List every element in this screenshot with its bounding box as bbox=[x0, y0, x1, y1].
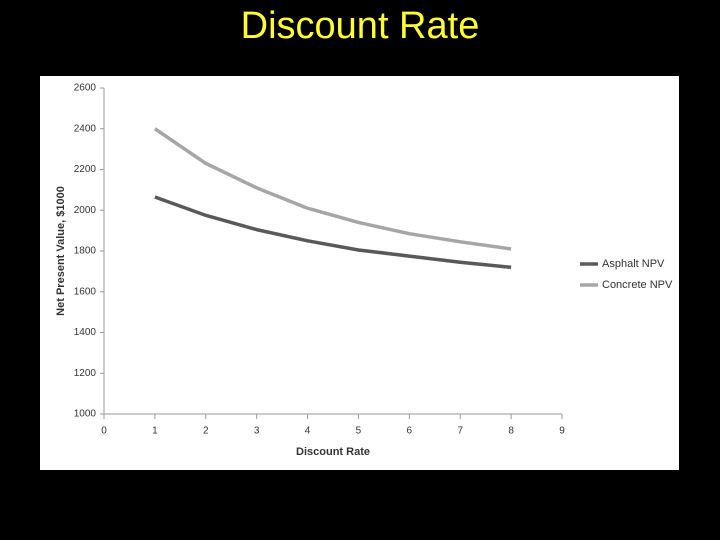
x-tick-label: 5 bbox=[356, 426, 362, 437]
x-tick-label: 7 bbox=[457, 426, 463, 437]
y-tick-label: 2400 bbox=[74, 123, 97, 134]
x-tick-label: 3 bbox=[254, 426, 260, 437]
line-series bbox=[154, 195, 512, 270]
legend-label: Concrete NPV bbox=[602, 279, 673, 291]
x-tick-label: 9 bbox=[559, 426, 565, 437]
x-tick-label: 0 bbox=[101, 426, 107, 437]
line-series bbox=[153, 127, 512, 251]
y-tick-label: 1000 bbox=[74, 409, 97, 420]
x-tick-label: 8 bbox=[508, 426, 514, 437]
x-axis-label: Discount Rate bbox=[296, 446, 370, 458]
x-tick-label: 2 bbox=[203, 426, 209, 437]
y-tick-label: 1600 bbox=[74, 286, 97, 297]
x-tick-label: 1 bbox=[152, 426, 158, 437]
x-tick-label: 4 bbox=[305, 426, 311, 437]
chart-area bbox=[40, 76, 679, 470]
legend-label: Asphalt NPV bbox=[602, 258, 665, 270]
y-tick-label: 1200 bbox=[74, 368, 97, 379]
y-tick-label: 1400 bbox=[74, 327, 97, 338]
slide-title: Discount Rate bbox=[241, 5, 480, 47]
y-tick-label: 2000 bbox=[74, 205, 97, 216]
y-tick-label: 2200 bbox=[74, 164, 97, 175]
y-tick-label: 2600 bbox=[74, 83, 97, 94]
y-axis-label: Net Present Value, $1000 bbox=[55, 186, 67, 316]
y-tick-label: 1800 bbox=[74, 246, 97, 257]
x-tick-label: 6 bbox=[407, 426, 413, 437]
